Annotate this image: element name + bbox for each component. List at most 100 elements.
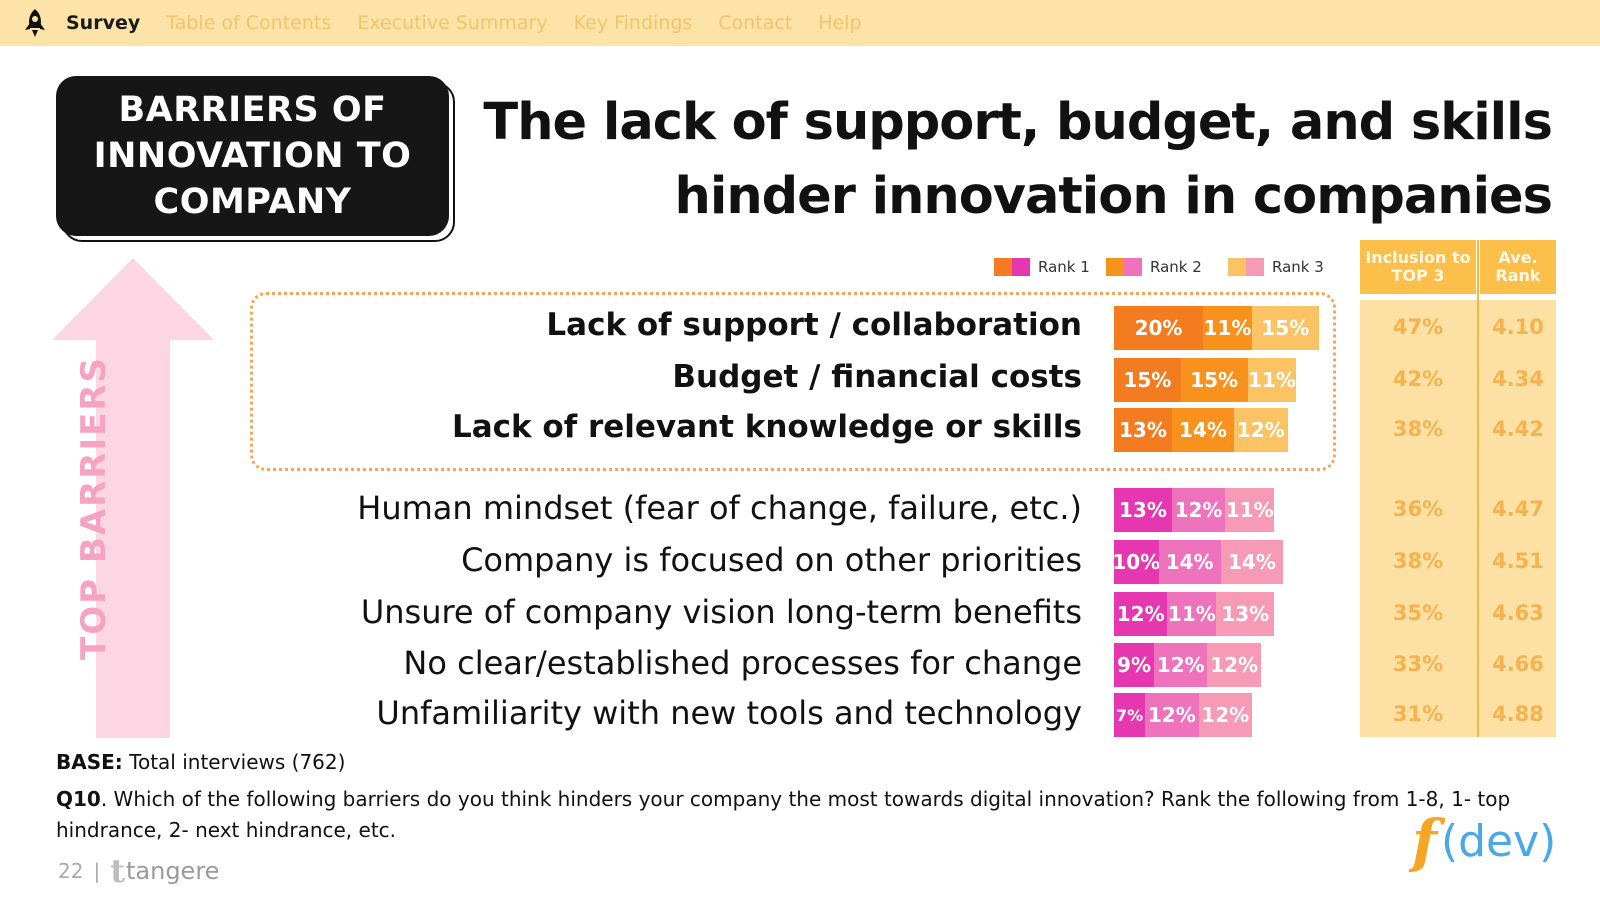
ave-rank-value: 4.10 bbox=[1492, 315, 1544, 339]
fdev-logo: f (dev) bbox=[1412, 812, 1556, 870]
inclusion-value: 38% bbox=[1392, 417, 1444, 441]
bar-segment-rank-3: 11% bbox=[1247, 358, 1297, 402]
bar-segment-rank-1: 12% bbox=[1114, 592, 1168, 636]
bar-segment-rank-1: 15% bbox=[1114, 358, 1181, 402]
stacked-bar: 10% 14% 14% bbox=[1114, 540, 1284, 584]
up-arrow-icon bbox=[52, 258, 214, 738]
ave-rank-value: 4.66 bbox=[1492, 652, 1544, 676]
bar-segment-rank-3: 15% bbox=[1251, 306, 1319, 350]
bar-segment-rank-1: 7% bbox=[1114, 693, 1146, 737]
ave-rank-header-text: Ave. Rank bbox=[1495, 248, 1541, 285]
bar-segment-rank-2: 15% bbox=[1180, 358, 1248, 402]
bar-segment-rank-3: 12% bbox=[1234, 408, 1288, 452]
fdev-logo-dev: (dev) bbox=[1440, 815, 1557, 867]
nav-item-executive-summary[interactable]: Executive Summary bbox=[357, 12, 548, 34]
stacked-bar: 12% 11% 13% bbox=[1114, 592, 1275, 636]
bar-segment-rank-2: 14% bbox=[1171, 408, 1235, 452]
category-badge: BARRIERS OF INNOVATION TO COMPANY bbox=[56, 76, 449, 236]
ave-rank-value: 4.88 bbox=[1492, 702, 1544, 726]
bar-segment-rank-3: 14% bbox=[1220, 540, 1284, 584]
stacked-bar: 15% 15% 11% bbox=[1114, 358, 1297, 402]
bar-segment-rank-2: 11% bbox=[1167, 592, 1217, 636]
stacked-bar: 13% 14% 12% bbox=[1114, 408, 1288, 452]
bar-segment-rank-2: 12% bbox=[1154, 643, 1208, 687]
bar-segment-rank-1: 20% bbox=[1114, 306, 1203, 350]
bar-segment-rank-2: 14% bbox=[1158, 540, 1221, 584]
ave-rank-header: Ave. Rank bbox=[1480, 240, 1556, 294]
barrier-label: Company is focused on other priorities bbox=[461, 541, 1082, 579]
barrier-label: Human mindset (fear of change, failure, … bbox=[357, 489, 1082, 527]
inclusion-value: 35% bbox=[1392, 601, 1444, 625]
barrier-label: Lack of relevant knowledge or skills bbox=[451, 409, 1082, 445]
inclusion-value: 33% bbox=[1392, 652, 1444, 676]
barrier-label: Lack of support / collaboration bbox=[546, 307, 1082, 343]
ave-rank-value: 4.47 bbox=[1492, 497, 1544, 521]
rocket-icon[interactable] bbox=[22, 8, 48, 38]
bar-segment-rank-3: 13% bbox=[1216, 592, 1275, 636]
barrier-label: No clear/established processes for chang… bbox=[403, 644, 1082, 682]
nav-item-survey[interactable]: Survey bbox=[66, 12, 141, 34]
panel-divider bbox=[1477, 240, 1479, 737]
inclusion-value: 36% bbox=[1392, 497, 1444, 521]
bar-segment-rank-1: 13% bbox=[1114, 488, 1172, 532]
inclusion-value: 47% bbox=[1392, 315, 1444, 339]
nav-item-contact[interactable]: Contact bbox=[718, 12, 793, 34]
inclusion-header-text: Inclusion to TOP 3 bbox=[1365, 248, 1471, 285]
bar-segment-rank-1: 13% bbox=[1114, 408, 1172, 452]
stacked-bar: 7% 12% 12% bbox=[1114, 693, 1252, 737]
top-nav-bar: Survey Table of Contents Executive Summa… bbox=[0, 0, 1600, 46]
barrier-label: Budget / financial costs bbox=[672, 359, 1082, 395]
stats-panel: Inclusion to TOP 3 Ave. Rank 47% 4.10 42% 4… bbox=[1360, 240, 1556, 737]
footer-separator: | bbox=[93, 859, 101, 883]
tangere-logo-text: tangere bbox=[125, 857, 220, 885]
headline-line-2: hinder innovation in companies bbox=[674, 167, 1553, 226]
tangere-logo-mark: t bbox=[110, 852, 125, 890]
legend-swatch-pink bbox=[1124, 258, 1142, 276]
page-number: 22 bbox=[58, 859, 84, 883]
legend-swatch-pink bbox=[1012, 258, 1030, 276]
ave-rank-value: 4.42 bbox=[1492, 417, 1544, 441]
legend-label: Rank 3 bbox=[1272, 258, 1324, 276]
bar-segment-rank-2: 12% bbox=[1145, 693, 1199, 737]
top-three-highlight-box bbox=[250, 292, 1336, 471]
fdev-logo-f: f bbox=[1412, 807, 1437, 875]
bar-segment-rank-3: 11% bbox=[1225, 488, 1275, 532]
stacked-bar: 9% 12% 12% bbox=[1114, 643, 1261, 687]
top-barriers-label: TOP BARRIERS bbox=[74, 356, 114, 660]
legend-swatch-orange bbox=[994, 258, 1012, 276]
nav-item-table-of-contents[interactable]: Table of Contents bbox=[166, 12, 332, 34]
inclusion-header: Inclusion to TOP 3 bbox=[1360, 240, 1476, 294]
stacked-bar: 20% 11% 15% bbox=[1114, 306, 1319, 350]
inclusion-value: 42% bbox=[1392, 367, 1444, 391]
bar-segment-rank-2: 12% bbox=[1171, 488, 1226, 532]
legend-swatch-pink bbox=[1246, 258, 1264, 276]
legend-rank-2: Rank 2 bbox=[1106, 256, 1202, 278]
legend-rank-1: Rank 1 bbox=[994, 256, 1090, 278]
nav-item-key-findings[interactable]: Key Findings bbox=[573, 12, 693, 34]
base-label: BASE: bbox=[56, 750, 123, 774]
legend-swatch-orange bbox=[1106, 258, 1124, 276]
tangere-logo: t tangere bbox=[110, 852, 219, 890]
ave-rank-value: 4.51 bbox=[1492, 549, 1544, 573]
ave-rank-value: 4.34 bbox=[1492, 367, 1544, 391]
slide-headline: The lack of support, budget, and skills … bbox=[480, 86, 1553, 234]
bar-segment-rank-1: 10% bbox=[1114, 540, 1159, 584]
bar-segment-rank-2: 11% bbox=[1203, 306, 1252, 350]
base-text: Total interviews (762) bbox=[129, 750, 346, 774]
barrier-label: Unsure of company vision long-term benef… bbox=[360, 593, 1082, 631]
category-badge-text: BARRIERS OF INNOVATION TO COMPANY bbox=[93, 90, 412, 222]
ave-rank-column bbox=[1479, 300, 1556, 737]
barrier-label: Unfamiliarity with new tools and technol… bbox=[376, 694, 1082, 732]
question-note: Q10. Which of the following barriers do … bbox=[56, 784, 1556, 846]
legend-swatch-orange bbox=[1228, 258, 1246, 276]
question-text: . Which of the following barriers do you… bbox=[56, 787, 1511, 842]
inclusion-value: 31% bbox=[1392, 702, 1444, 726]
bar-segment-rank-3: 12% bbox=[1207, 643, 1261, 687]
nav-item-help[interactable]: Help bbox=[818, 12, 862, 34]
legend-rank-3: Rank 3 bbox=[1228, 256, 1324, 278]
legend-label: Rank 2 bbox=[1150, 258, 1202, 276]
inclusion-column bbox=[1360, 300, 1477, 737]
bar-segment-rank-3: 12% bbox=[1198, 693, 1252, 737]
headline-line-1: The lack of support, budget, and skills bbox=[483, 93, 1553, 152]
